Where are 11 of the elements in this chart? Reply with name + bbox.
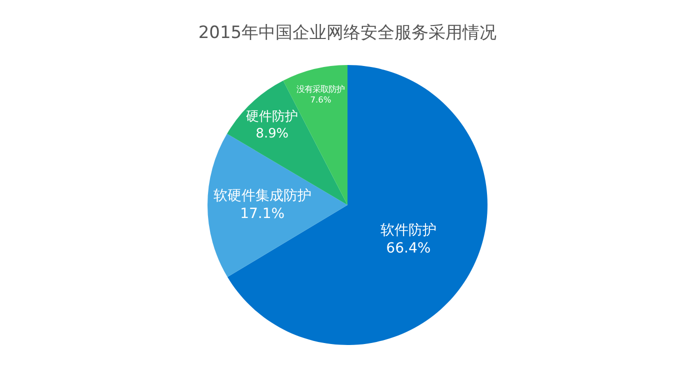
slice-label: 软硬件集成防护 <box>213 188 312 204</box>
slice-label: 硬件防护 <box>246 110 298 125</box>
chart-title: 2015年中国企业网络安全服务采用情况 <box>198 23 497 44</box>
pie-slice <box>226 80 348 205</box>
data-label: 66.4% <box>386 240 431 257</box>
slice-label: 软件防护 <box>380 222 436 238</box>
slice-label: 没有采取防护 <box>296 84 345 94</box>
data-label: 17.1% <box>240 206 285 222</box>
pie-slice <box>227 65 488 345</box>
data-label: 8.9% <box>256 126 289 142</box>
data-label: 7.6% <box>310 94 332 105</box>
